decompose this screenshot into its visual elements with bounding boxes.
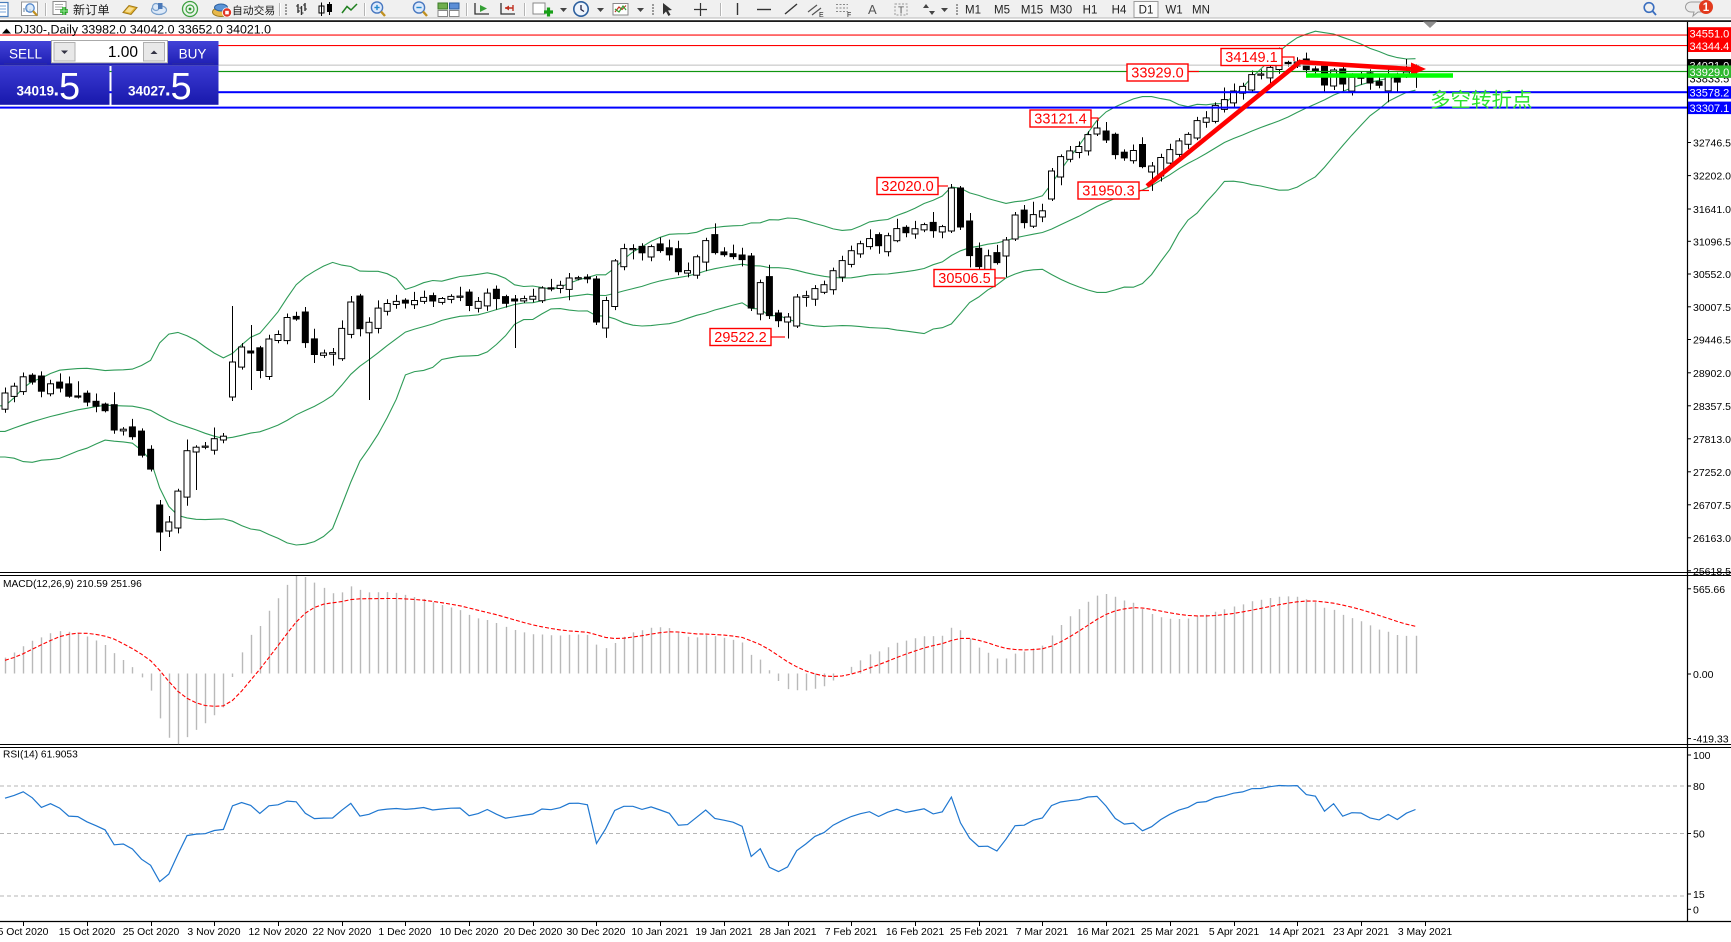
svg-text:30007.5: 30007.5 <box>1693 302 1731 314</box>
svg-text:19 Jan 2021: 19 Jan 2021 <box>695 927 752 938</box>
svg-text:28 Jan 2021: 28 Jan 2021 <box>759 927 816 938</box>
svg-text:80: 80 <box>1693 781 1705 793</box>
svg-text:32746.5: 32746.5 <box>1693 138 1731 150</box>
svg-text:3 May 2021: 3 May 2021 <box>1398 927 1453 938</box>
svg-text:7 Feb 2021: 7 Feb 2021 <box>825 927 878 938</box>
svg-text:100: 100 <box>1693 750 1711 762</box>
svg-text:T: T <box>898 6 904 17</box>
svg-text:5 Oct 2020: 5 Oct 2020 <box>0 927 49 938</box>
svg-text:1: 1 <box>1703 2 1710 14</box>
svg-text:34344.4: 34344.4 <box>1690 41 1730 53</box>
svg-text:31950.3: 31950.3 <box>1082 184 1134 200</box>
svg-text:32020.0: 32020.0 <box>881 179 933 195</box>
svg-text:33307.1: 33307.1 <box>1690 103 1730 115</box>
svg-text:23 Apr 2021: 23 Apr 2021 <box>1333 927 1389 938</box>
svg-text:32202.0: 32202.0 <box>1693 171 1731 183</box>
svg-text:31641.0: 31641.0 <box>1693 204 1731 216</box>
svg-text:F: F <box>847 12 851 19</box>
svg-text:33929.0: 33929.0 <box>1690 67 1730 79</box>
svg-text:26163.0: 26163.0 <box>1693 533 1731 545</box>
svg-text:5: 5 <box>59 66 80 108</box>
svg-text:-419.33: -419.33 <box>1693 734 1729 746</box>
svg-text:22 Nov 2020: 22 Nov 2020 <box>313 927 372 938</box>
svg-text:28357.5: 28357.5 <box>1693 401 1731 413</box>
svg-text:5: 5 <box>171 66 192 108</box>
svg-text:16 Feb 2021: 16 Feb 2021 <box>886 927 945 938</box>
svg-text:26707.5: 26707.5 <box>1693 500 1731 512</box>
svg-text:34149.1: 34149.1 <box>1225 50 1277 66</box>
svg-text:25 Oct 2020: 25 Oct 2020 <box>123 927 180 938</box>
svg-text:BUY: BUY <box>179 47 207 62</box>
svg-text:1.00: 1.00 <box>108 44 139 61</box>
svg-text:10 Dec 2020: 10 Dec 2020 <box>440 927 499 938</box>
svg-text:M15: M15 <box>1021 5 1043 17</box>
svg-text:31096.5: 31096.5 <box>1693 236 1731 248</box>
svg-text:30506.5: 30506.5 <box>938 271 990 287</box>
svg-text:M1: M1 <box>965 5 981 17</box>
svg-text:14 Apr 2021: 14 Apr 2021 <box>1269 927 1325 938</box>
svg-text:25 Mar 2021: 25 Mar 2021 <box>1141 927 1200 938</box>
svg-text:DJ30-,Daily 33982.0 34042.0 3: DJ30-,Daily 33982.0 34042.0 33652.0 3402… <box>14 23 271 37</box>
svg-text:1 Dec 2020: 1 Dec 2020 <box>378 927 431 938</box>
svg-text:28902.0: 28902.0 <box>1693 368 1731 380</box>
svg-text:565.66: 565.66 <box>1693 584 1725 596</box>
svg-text:33929.0: 33929.0 <box>1131 66 1183 82</box>
svg-text:.: . <box>54 79 60 101</box>
svg-text:33578.2: 33578.2 <box>1690 88 1730 100</box>
svg-text:10 Jan 2021: 10 Jan 2021 <box>631 927 688 938</box>
svg-text:M30: M30 <box>1050 5 1072 17</box>
svg-text:5 Apr 2021: 5 Apr 2021 <box>1209 927 1259 938</box>
svg-text:15 Oct 2020: 15 Oct 2020 <box>59 927 116 938</box>
svg-text:H1: H1 <box>1083 5 1098 17</box>
svg-text:29522.2: 29522.2 <box>714 330 766 346</box>
svg-text:50: 50 <box>1693 829 1705 841</box>
svg-text:27252.0: 27252.0 <box>1693 467 1731 479</box>
svg-text:0.00: 0.00 <box>1693 669 1714 681</box>
svg-text:33121.4: 33121.4 <box>1034 112 1086 128</box>
svg-text:MACD(12,26,9) 210.59 251.96: MACD(12,26,9) 210.59 251.96 <box>3 579 142 590</box>
svg-text:0: 0 <box>1693 904 1699 916</box>
svg-text:25 Feb 2021: 25 Feb 2021 <box>950 927 1009 938</box>
svg-text:15: 15 <box>1693 889 1705 901</box>
svg-text:A: A <box>868 2 877 17</box>
svg-text:M5: M5 <box>994 5 1010 17</box>
svg-text:W1: W1 <box>1165 5 1182 17</box>
svg-text:34027: 34027 <box>128 84 166 99</box>
svg-text:16 Mar 2021: 16 Mar 2021 <box>1077 927 1136 938</box>
svg-text:7 Mar 2021: 7 Mar 2021 <box>1016 927 1069 938</box>
svg-text:12 Nov 2020: 12 Nov 2020 <box>249 927 308 938</box>
svg-text:25618.5: 25618.5 <box>1693 566 1731 578</box>
svg-text:H4: H4 <box>1112 5 1127 17</box>
svg-text:.: . <box>165 79 171 101</box>
svg-text:3 Nov 2020: 3 Nov 2020 <box>187 927 240 938</box>
svg-text:E: E <box>819 12 824 19</box>
svg-text:RSI(14) 61.9053: RSI(14) 61.9053 <box>3 750 78 761</box>
svg-text:20 Dec 2020: 20 Dec 2020 <box>504 927 563 938</box>
svg-text:D1: D1 <box>1139 5 1154 17</box>
svg-text:29446.5: 29446.5 <box>1693 335 1731 347</box>
svg-text:SELL: SELL <box>9 47 43 62</box>
svg-text:34019: 34019 <box>17 84 55 99</box>
svg-text:27813.0: 27813.0 <box>1693 434 1731 446</box>
svg-text:MN: MN <box>1192 5 1210 17</box>
svg-text:30 Dec 2020: 30 Dec 2020 <box>567 927 626 938</box>
svg-text:30552.0: 30552.0 <box>1693 269 1731 281</box>
svg-text:34551.0: 34551.0 <box>1690 29 1730 41</box>
